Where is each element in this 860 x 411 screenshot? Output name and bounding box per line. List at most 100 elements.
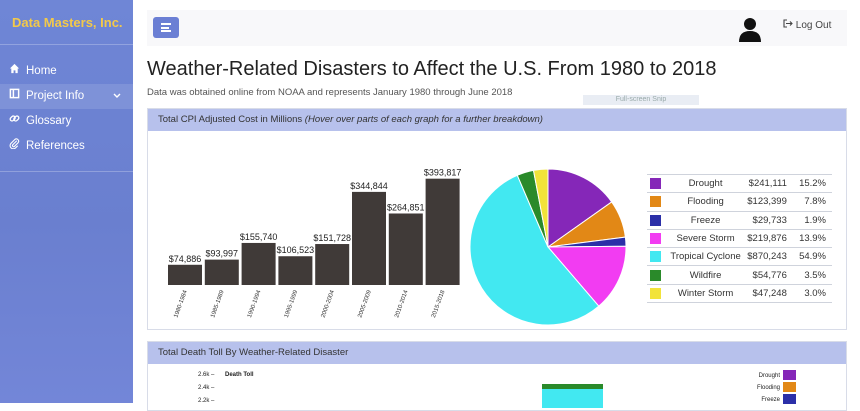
cost-card-hint: (Hover over parts of each graph for a fu… — [305, 114, 543, 125]
legend-value: $47,248 — [742, 284, 791, 302]
brand-logo[interactable]: Data Masters, Inc. — [0, 0, 133, 45]
sidebar-item-glossary[interactable]: Glossary — [0, 109, 133, 134]
bar-value-label: $393,817 — [424, 168, 462, 178]
x-tick-label: 2005-2009 — [357, 289, 373, 319]
logout-icon — [783, 20, 796, 31]
sidebar-item-label: References — [26, 140, 85, 152]
x-tick-label: 2015-2018 — [431, 289, 447, 319]
legend-percent: 15.2% — [791, 175, 832, 193]
sidebar-item-references[interactable]: References — [0, 134, 133, 159]
bar[interactable] — [168, 265, 202, 285]
legend-label: Drought — [759, 373, 781, 379]
legend-value: $241,111 — [742, 175, 791, 193]
bar-value-label: $93,997 — [206, 249, 239, 259]
top-navbar: Log Out — [147, 10, 847, 46]
cost-legend-table: Drought $241,111 15.2% Flooding $123,399 7.8%… — [647, 174, 832, 303]
book-icon — [8, 84, 20, 109]
x-tick-label: 2000-2004 — [321, 289, 337, 319]
legend-row: Severe Storm $219,876 13.9% — [647, 229, 832, 247]
user-avatar-icon[interactable] — [737, 16, 763, 42]
legend-category: Winter Storm — [670, 284, 742, 302]
bar-value-label: $344,844 — [350, 181, 388, 191]
legend-percent: 3.5% — [791, 266, 832, 284]
death-toll-chart[interactable]: 2.6k – 2.4k – 2.2k – Death Toll Drought Flood… — [178, 368, 838, 408]
legend-value: $219,876 — [742, 229, 791, 247]
legend-category: Drought — [670, 175, 742, 193]
sidebar-nav: Home Project Info Glossary References — [0, 59, 133, 159]
legend-percent: 1.9% — [791, 211, 832, 229]
sidebar-divider — [0, 171, 133, 172]
legend-swatch — [650, 178, 661, 189]
legend-row: Freeze $29,733 1.9% — [647, 211, 832, 229]
legend-swatch — [783, 382, 796, 392]
bar[interactable] — [205, 260, 239, 285]
legend-category: Flooding — [670, 193, 742, 211]
bar-tropical-cyclone[interactable] — [542, 389, 603, 408]
sidebar-item-label: Project Info — [26, 90, 84, 102]
chevron-down-icon[interactable] — [113, 84, 121, 109]
y-tick-label: 2.2k – — [198, 398, 215, 404]
legend-value: $29,733 — [742, 211, 791, 229]
legend-row: Wildfire $54,776 3.5% — [647, 266, 832, 284]
logout-label: Log Out — [796, 20, 832, 31]
sidebar-item-label: Glossary — [26, 115, 71, 127]
home-icon — [8, 59, 20, 84]
legend-value: $123,399 — [742, 193, 791, 211]
legend-row: Tropical Cyclone $870,243 54.9% — [647, 248, 832, 266]
legend-percent: 54.9% — [791, 248, 832, 266]
y-tick-label: 2.6k – — [198, 372, 215, 378]
death-toll-card-header: Total Death Toll By Weather-Related Disa… — [148, 342, 846, 364]
x-tick-label: 2010-2014 — [394, 289, 410, 319]
x-tick-label: 1995-1999 — [284, 289, 300, 319]
bar[interactable] — [426, 179, 460, 285]
legend-swatch — [650, 288, 661, 299]
sidebar: Data Masters, Inc. Home Project Info Glo… — [0, 0, 133, 403]
chart-title: Death Toll — [225, 372, 254, 378]
legend-swatch — [650, 215, 661, 226]
legend-swatch — [650, 251, 661, 262]
legend-category: Freeze — [670, 211, 742, 229]
paperclip-icon — [8, 134, 20, 159]
legend-swatch — [650, 270, 661, 281]
logout-link[interactable]: Log Out — [783, 19, 831, 31]
bar-value-label: $155,740 — [240, 232, 278, 242]
legend-row: Drought $241,111 15.2% — [647, 175, 832, 193]
legend-percent: 7.8% — [791, 193, 832, 211]
page-title: Weather-Related Disasters to Affect the … — [147, 58, 717, 81]
bar-value-label: $106,523 — [277, 245, 315, 255]
legend-category: Severe Storm — [670, 229, 742, 247]
link-icon — [8, 109, 20, 134]
cost-bar-chart[interactable]: $74,886 1980-1984 $93,997 1985-1989 $155,740… — [164, 159, 464, 324]
bar[interactable] — [389, 213, 423, 285]
sidebar-item-project-info[interactable]: Project Info — [0, 84, 133, 109]
cost-pie-chart[interactable] — [468, 167, 628, 327]
bar[interactable] — [278, 256, 312, 285]
y-tick-label: 2.4k – — [198, 385, 215, 391]
bar-wildfire[interactable] — [542, 384, 603, 389]
cost-card-title: Total CPI Adjusted Cost in Millions — [158, 114, 302, 125]
legend-value: $870,243 — [742, 248, 791, 266]
legend-swatch — [650, 196, 661, 207]
x-tick-label: 1990-1994 — [247, 289, 263, 319]
cost-card-header: Total CPI Adjusted Cost in Millions (Hov… — [148, 109, 846, 131]
x-tick-label: 1980-1984 — [173, 289, 189, 319]
death-toll-card: Total Death Toll By Weather-Related Disa… — [147, 341, 847, 411]
death-toll-card-title: Total Death Toll By Weather-Related Disa… — [158, 347, 348, 358]
page-subtitle: Data was obtained online from NOAA and r… — [147, 87, 512, 98]
bar[interactable] — [352, 192, 386, 285]
bar-value-label: $264,851 — [387, 202, 425, 212]
bar[interactable] — [242, 243, 276, 285]
bar[interactable] — [315, 244, 349, 285]
x-tick-label: 1985-1989 — [210, 289, 226, 319]
bar-value-label: $151,728 — [313, 233, 351, 243]
legend-label: Freeze — [761, 397, 780, 403]
legend-value: $54,776 — [742, 266, 791, 284]
legend-swatch — [650, 233, 661, 244]
sidebar-item-home[interactable]: Home — [0, 59, 133, 84]
legend-percent: 13.9% — [791, 229, 832, 247]
legend-percent: 3.0% — [791, 284, 832, 302]
legend-row: Flooding $123,399 7.8% — [647, 193, 832, 211]
legend-category: Tropical Cyclone — [670, 248, 742, 266]
snip-overlay-label: Full-screen Snip — [583, 95, 699, 105]
sidebar-toggle-button[interactable] — [153, 17, 179, 38]
